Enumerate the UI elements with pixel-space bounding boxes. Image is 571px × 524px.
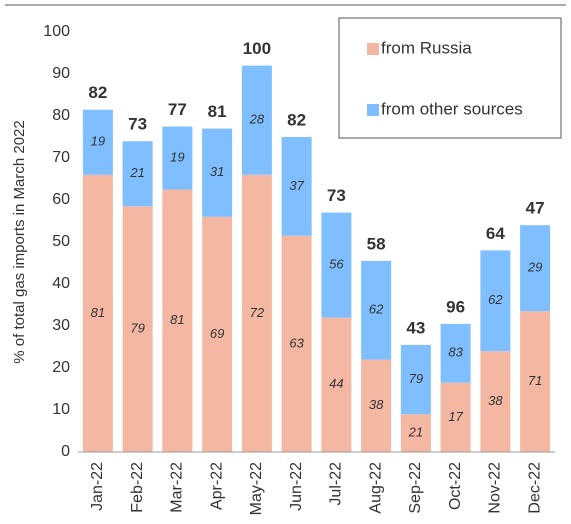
x-tick-label: Jan-22 xyxy=(89,462,106,511)
top-label: 96 xyxy=(446,297,465,316)
top-label: 47 xyxy=(526,199,545,218)
x-tick-label: Sep-22 xyxy=(407,462,424,514)
top-label: 77 xyxy=(168,100,187,119)
x-tick-label: Dec-22 xyxy=(526,462,543,514)
segment-label: 63 xyxy=(289,335,304,350)
segment-label: 71 xyxy=(528,373,542,388)
bar-segment xyxy=(520,225,551,312)
bar-segment xyxy=(400,414,431,452)
bar-segment xyxy=(480,351,511,452)
segment-label: 62 xyxy=(369,302,384,317)
top-label: 73 xyxy=(128,115,147,134)
segment-label: 81 xyxy=(170,312,184,327)
top-label: 100 xyxy=(243,39,271,58)
segment-label: 79 xyxy=(409,371,423,386)
x-tick-label: Jul-22 xyxy=(328,462,345,506)
segment-label: 31 xyxy=(210,164,224,179)
segment-label: 81 xyxy=(91,305,105,320)
bar-segment xyxy=(321,317,352,452)
legend-label: from Russia xyxy=(381,38,472,57)
x-tick-label: May-22 xyxy=(248,462,265,515)
segment-label: 29 xyxy=(527,260,542,275)
bar-segment xyxy=(241,65,272,175)
top-label: 81 xyxy=(208,102,227,121)
segment-label: 62 xyxy=(488,292,503,307)
segment-label: 17 xyxy=(448,409,463,424)
x-tick-label: Nov-22 xyxy=(487,462,504,514)
top-label: 58 xyxy=(367,234,386,253)
x-tick-label: Feb-22 xyxy=(129,462,146,513)
segment-label: 37 xyxy=(289,178,304,193)
bar-segment xyxy=(361,260,392,360)
segment-label: 72 xyxy=(250,305,265,320)
legend-box xyxy=(338,17,562,139)
y-tick-label: 30 xyxy=(52,317,70,334)
top-label: 82 xyxy=(88,83,107,102)
top-label: 43 xyxy=(406,318,425,337)
x-tick-label: Apr-22 xyxy=(208,462,225,510)
segment-label: 38 xyxy=(369,397,384,412)
x-tick-label: Mar-22 xyxy=(169,462,186,513)
y-tick-label: 90 xyxy=(52,65,70,82)
y-tick-label: 0 xyxy=(61,443,70,460)
segment-label: 19 xyxy=(91,134,105,149)
bar-segment xyxy=(440,382,471,452)
segment-label: 56 xyxy=(329,257,344,272)
bar-segment xyxy=(122,206,153,452)
y-tick-label: 100 xyxy=(43,23,70,40)
bar-segment xyxy=(281,137,312,236)
x-tick-label: Jun-22 xyxy=(288,462,305,511)
segment-label: 38 xyxy=(488,393,503,408)
bar-segment xyxy=(202,216,233,452)
y-tick-label: 60 xyxy=(52,191,70,208)
top-label: 64 xyxy=(486,224,505,243)
x-tick-label: Aug-22 xyxy=(367,462,384,514)
bar-segment xyxy=(520,311,551,452)
segment-label: 19 xyxy=(170,149,184,164)
y-tick-label: 50 xyxy=(52,233,70,250)
segment-label: 21 xyxy=(129,165,144,180)
bar-segment xyxy=(241,174,272,453)
bar-segment xyxy=(202,128,233,217)
segment-label: 79 xyxy=(130,321,144,336)
top-label: 73 xyxy=(327,186,346,205)
bar-segment xyxy=(122,141,153,207)
legend-swatch xyxy=(367,104,379,116)
y-tick-label: 70 xyxy=(52,149,70,166)
bar-segment xyxy=(400,344,431,415)
segment-label: 69 xyxy=(210,326,224,341)
y-tick-label: 20 xyxy=(52,359,70,376)
segment-label: 44 xyxy=(329,376,343,391)
bar-segment xyxy=(82,109,113,175)
y-tick-label: 80 xyxy=(52,107,70,124)
bar-segment xyxy=(321,212,352,318)
bar-segment xyxy=(82,174,113,453)
segment-label: 21 xyxy=(408,425,423,440)
bar-segment xyxy=(440,323,471,383)
x-tick-label: Oct-22 xyxy=(447,462,464,510)
bar-segment xyxy=(162,126,193,190)
bar-segment xyxy=(361,359,392,452)
y-tick-label: 40 xyxy=(52,275,70,292)
y-tick-label: 10 xyxy=(52,401,70,418)
bar-segment xyxy=(480,250,511,352)
bar-segment xyxy=(281,235,312,452)
y-axis-label: % of total gas imports in March 2022 xyxy=(11,120,28,363)
legend-swatch xyxy=(367,43,379,55)
top-label: 82 xyxy=(287,110,306,129)
legend-label: from other sources xyxy=(381,99,523,118)
bar-segment xyxy=(162,189,193,452)
segment-label: 83 xyxy=(448,345,463,360)
segment-label: 28 xyxy=(249,112,265,127)
